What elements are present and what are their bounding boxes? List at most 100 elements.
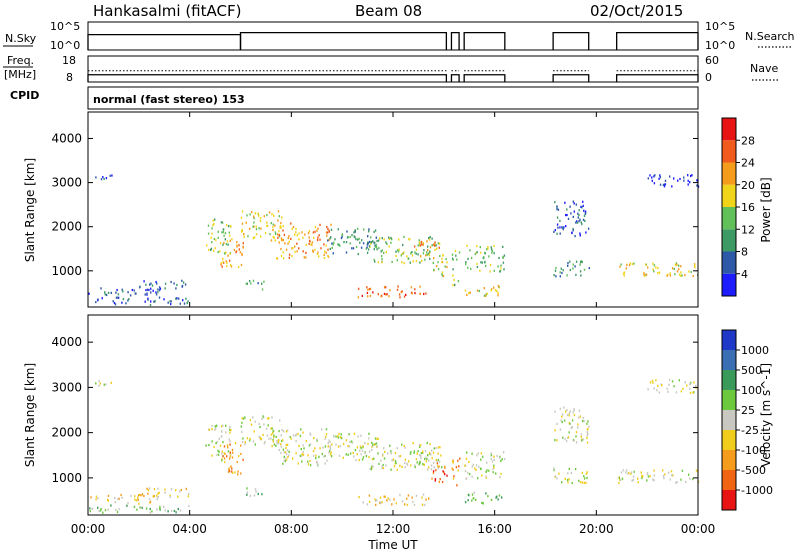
power-cell — [431, 237, 433, 240]
power-cell — [647, 266, 649, 269]
power-cell — [228, 225, 230, 228]
velocity-cell — [630, 472, 632, 475]
velocity-cell — [114, 501, 116, 504]
velocity-cell — [380, 459, 382, 462]
power-cell — [229, 264, 232, 267]
power-cell — [452, 268, 454, 271]
power-cell — [574, 235, 576, 238]
power-cell — [561, 226, 564, 229]
power-cell — [407, 257, 409, 260]
power-cell — [433, 244, 436, 247]
velocity-cell — [364, 441, 366, 445]
power-cell — [314, 226, 317, 229]
power-cell — [499, 270, 501, 273]
velocity-cell — [217, 453, 220, 456]
power-cell — [374, 245, 377, 248]
velocity-cell — [586, 430, 588, 433]
nsky-trace-segment — [463, 31, 506, 50]
velocity-cell — [309, 432, 311, 435]
velocity-cell — [228, 470, 231, 473]
velocity-colorbar-swatch — [722, 350, 736, 370]
power-cell — [412, 260, 414, 263]
power-cell — [236, 245, 238, 248]
power-cell — [486, 292, 488, 295]
velocity-cell — [254, 420, 256, 423]
velocity-cell — [420, 452, 423, 455]
power-cell — [231, 238, 233, 241]
power-cell — [347, 236, 349, 239]
power-cell — [366, 243, 369, 246]
velocity-cell — [120, 493, 122, 497]
velocity-cell — [301, 454, 303, 457]
power-cell — [383, 292, 386, 295]
velocity-colorbar-tick-label: -100 — [741, 444, 766, 457]
power-colorbar-swatch — [722, 207, 736, 230]
velocity-cell — [625, 471, 627, 474]
velocity-cell — [477, 452, 479, 455]
velocity-cell — [680, 390, 683, 393]
velocity-cell — [147, 489, 150, 492]
velocity-cell — [216, 424, 218, 427]
velocity-colorbar-tick-label: 500 — [741, 364, 762, 377]
velocity-cell — [493, 466, 495, 469]
velocity-cell — [321, 452, 323, 456]
power-cell — [343, 241, 345, 244]
velocity-cell — [249, 494, 252, 497]
power-cell — [226, 261, 228, 264]
velocity-cell — [471, 475, 473, 478]
power-cell — [187, 300, 189, 303]
power-cell — [117, 296, 119, 299]
power-cell — [282, 251, 284, 254]
velocity-cell — [342, 442, 345, 445]
power-cell — [230, 265, 233, 268]
power-cell — [405, 293, 407, 296]
velocity-cell — [646, 479, 648, 482]
power-cell — [381, 258, 383, 261]
velocity-cell — [339, 445, 341, 448]
velocity-cell — [456, 484, 458, 487]
velocity-cell — [328, 451, 330, 454]
power-cell — [294, 233, 296, 236]
velocity-cell — [231, 470, 233, 473]
velocity-cell — [564, 477, 566, 480]
power-cell — [242, 246, 244, 249]
power-cell — [272, 229, 274, 232]
velocity-cell — [586, 441, 589, 444]
velocity-cell — [180, 488, 182, 492]
power-cell — [279, 224, 282, 228]
velocity-cell — [558, 472, 560, 475]
velocity-cell — [653, 387, 655, 390]
velocity-cell — [376, 445, 378, 448]
power-cell — [502, 245, 504, 248]
velocity-cell — [381, 501, 383, 504]
power-cell — [577, 216, 579, 219]
velocity-cell — [434, 478, 437, 481]
velocity-cell — [298, 445, 300, 448]
velocity-cell — [361, 458, 364, 461]
velocity-cell — [471, 493, 474, 496]
power-cell — [433, 243, 435, 246]
power-cell — [441, 274, 444, 277]
time-tick-label: 04:00 — [172, 522, 207, 536]
power-cell — [88, 292, 90, 295]
power-cell — [308, 239, 311, 242]
power-cell — [559, 219, 561, 222]
power-cell — [429, 246, 432, 249]
power-cell — [222, 231, 225, 234]
power-cell — [490, 248, 493, 251]
power-cell — [325, 251, 327, 254]
power-cell — [400, 254, 402, 257]
nsky-frame — [87, 21, 699, 51]
velocity-colorbar-tick-label: 25 — [741, 404, 755, 417]
velocity-cell — [141, 506, 143, 509]
power-cell — [340, 237, 343, 240]
power-colorbar-swatch — [722, 251, 736, 274]
power-cell — [582, 200, 584, 203]
power-cell — [146, 292, 148, 295]
velocity-cell — [374, 499, 377, 502]
velocity-cell — [689, 383, 692, 386]
velocity-cell — [253, 430, 255, 433]
power-cell — [673, 177, 675, 180]
velocity-cell — [435, 469, 437, 472]
power-cell — [288, 235, 290, 238]
